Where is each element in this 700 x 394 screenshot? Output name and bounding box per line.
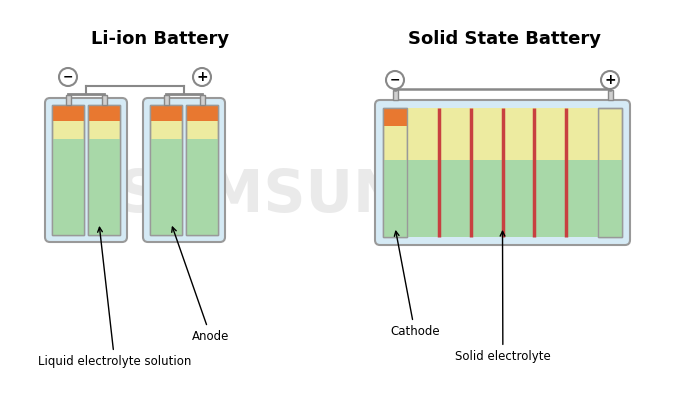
Bar xyxy=(598,108,622,237)
Text: Solid electrolyte: Solid electrolyte xyxy=(455,231,551,363)
Bar xyxy=(150,139,182,235)
Text: −: − xyxy=(63,71,74,84)
Circle shape xyxy=(59,68,77,86)
Bar xyxy=(186,105,218,121)
Circle shape xyxy=(601,71,619,89)
Bar xyxy=(88,105,120,235)
Bar xyxy=(88,105,120,121)
Bar xyxy=(52,105,84,235)
Bar xyxy=(150,105,182,121)
Bar xyxy=(200,95,205,105)
Bar xyxy=(186,105,218,235)
Bar xyxy=(383,108,407,237)
Bar xyxy=(598,160,622,237)
Text: +: + xyxy=(196,70,208,84)
Text: Li-ion Battery: Li-ion Battery xyxy=(91,30,229,48)
Bar xyxy=(102,95,107,105)
Bar xyxy=(383,108,407,126)
Circle shape xyxy=(386,71,404,89)
Bar xyxy=(608,90,613,100)
Bar xyxy=(598,108,622,237)
Bar xyxy=(52,139,84,235)
Circle shape xyxy=(193,68,211,86)
FancyBboxPatch shape xyxy=(45,98,127,242)
FancyBboxPatch shape xyxy=(143,98,225,242)
Bar xyxy=(52,105,84,121)
Bar xyxy=(88,139,120,235)
Text: SAMSUNG SDI: SAMSUNG SDI xyxy=(118,167,582,223)
Bar xyxy=(186,105,218,235)
Text: +: + xyxy=(604,73,616,87)
Bar xyxy=(393,90,398,100)
Text: Solid State Battery: Solid State Battery xyxy=(409,30,601,48)
Text: Liquid electrolyte solution: Liquid electrolyte solution xyxy=(38,227,191,368)
FancyBboxPatch shape xyxy=(375,100,630,245)
Bar xyxy=(52,105,84,235)
Bar xyxy=(88,105,120,235)
Text: −: − xyxy=(390,74,400,87)
Text: Cathode: Cathode xyxy=(390,231,440,338)
Bar xyxy=(66,95,71,105)
Bar xyxy=(186,139,218,235)
Bar xyxy=(164,95,169,105)
Bar xyxy=(407,160,598,237)
Bar xyxy=(150,105,182,235)
Bar xyxy=(150,105,182,235)
Bar xyxy=(383,108,407,237)
Bar xyxy=(383,160,407,237)
Bar xyxy=(407,108,598,237)
Text: Anode: Anode xyxy=(172,227,230,343)
